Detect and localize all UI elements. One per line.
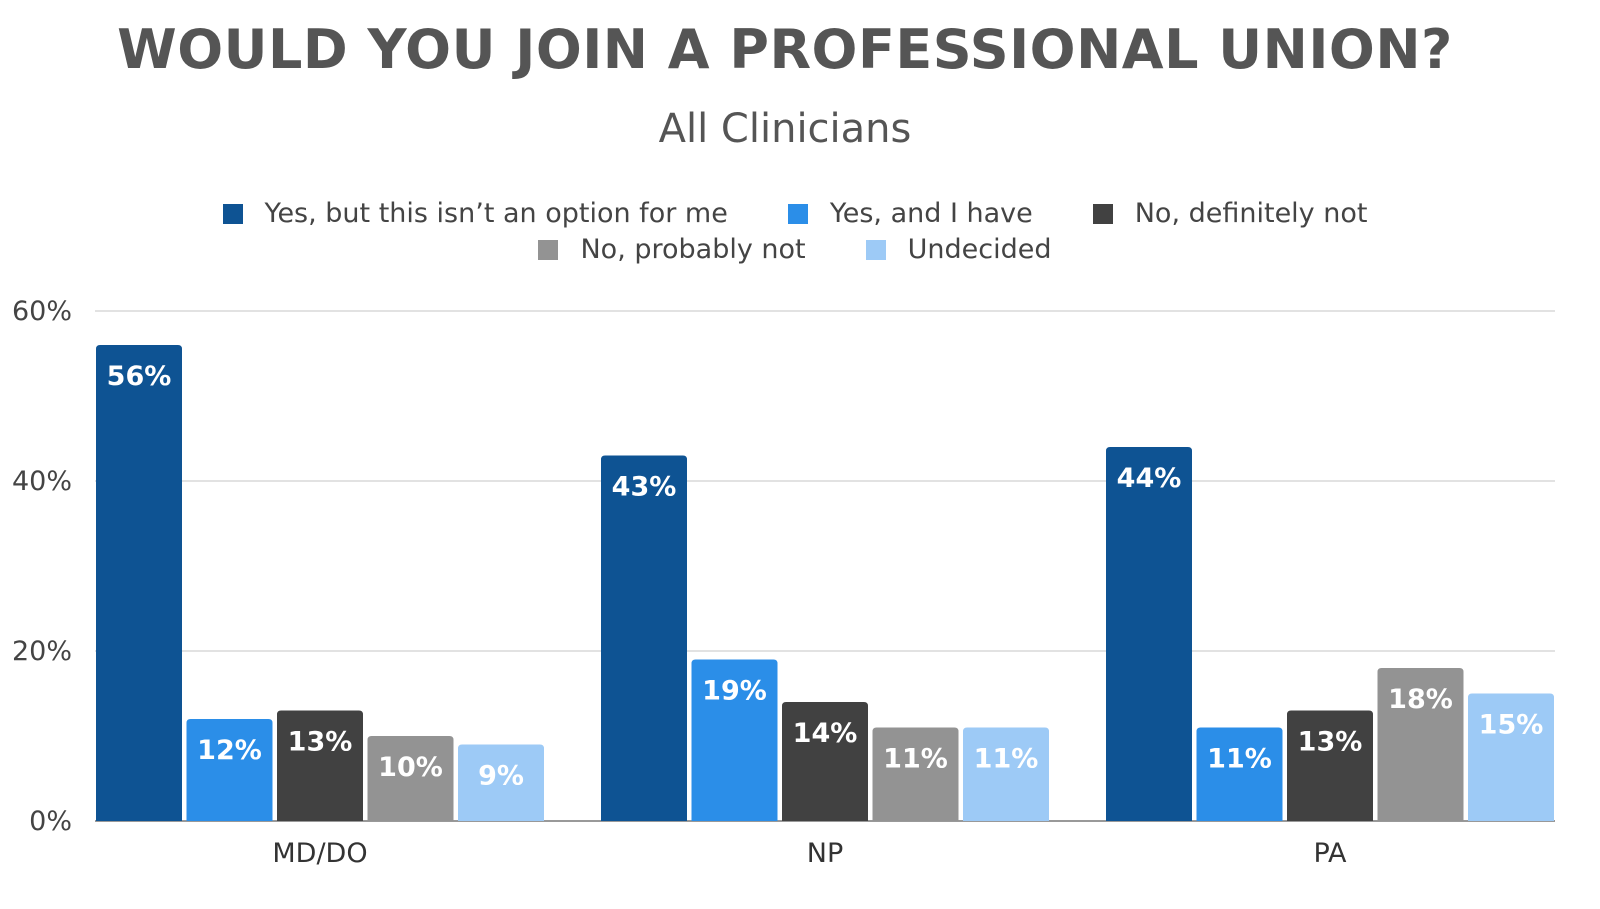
legend-row-1: Yes, but this isn’t an option for me Yes… — [0, 198, 1590, 229]
bar — [1468, 693, 1554, 821]
bar-value-label: 14% — [793, 718, 858, 749]
y-tick-label: 0% — [29, 806, 72, 837]
bar-value-label: 10% — [378, 752, 443, 783]
bar-value-label: 12% — [197, 735, 262, 766]
bar-value-label: 11% — [883, 744, 948, 775]
legend-swatch — [538, 239, 559, 260]
legend-label: Undecided — [907, 234, 1052, 265]
legend-swatch — [865, 239, 886, 260]
bar — [1287, 710, 1373, 821]
bar-value-label: 11% — [1207, 744, 1272, 775]
legend-swatch — [222, 203, 243, 224]
bar — [782, 702, 868, 821]
bar — [458, 744, 544, 821]
bar-value-label: 19% — [702, 676, 767, 707]
legend-label: No, definitely not — [1134, 198, 1368, 229]
bar-value-label: 9% — [478, 761, 524, 792]
y-tick-label: 60% — [12, 296, 72, 327]
bar — [1106, 447, 1192, 821]
bar-value-label: 13% — [288, 727, 353, 758]
chart-title: WOULD YOU JOIN A PROFESSIONAL UNION? — [117, 18, 1453, 81]
chart-subtitle: All Clinicians — [658, 106, 912, 152]
bar — [1196, 727, 1283, 821]
legend-item-undecided: Undecided — [865, 234, 1052, 265]
bar-value-label: 56% — [107, 361, 172, 392]
legend-swatch — [787, 203, 808, 224]
legend-item-no-definitely: No, definitely not — [1092, 198, 1368, 229]
bar — [963, 727, 1049, 821]
bar-value-label: 44% — [1117, 463, 1182, 494]
bar — [872, 727, 959, 821]
x-category-label: PA — [1313, 838, 1347, 869]
legend-row-2: No, probably not Undecided — [0, 234, 1590, 265]
legend-item-yes-not-option: Yes, but this isn’t an option for me — [222, 198, 728, 229]
legend-item-no-probably: No, probably not — [538, 234, 806, 265]
bar — [691, 659, 778, 821]
bar-value-label: 18% — [1388, 684, 1453, 715]
y-tick-label: 40% — [12, 466, 72, 497]
legend-label: Yes, but this isn’t an option for me — [264, 198, 728, 229]
bar — [367, 736, 454, 821]
bar — [277, 710, 363, 821]
bar — [96, 345, 182, 821]
bar — [186, 719, 273, 821]
x-category-label: MD/DO — [272, 838, 367, 869]
bar — [601, 455, 687, 821]
bar-value-label: 13% — [1298, 727, 1363, 758]
bar — [1377, 668, 1464, 821]
legend-item-yes-have: Yes, and I have — [787, 198, 1033, 229]
bar-value-label: 43% — [612, 472, 677, 503]
legend-label: Yes, and I have — [829, 198, 1033, 229]
legend-label: No, probably not — [580, 234, 806, 265]
bar-value-label: 15% — [1479, 710, 1544, 741]
x-category-label: NP — [807, 838, 843, 869]
bar-value-label: 11% — [974, 744, 1039, 775]
legend-swatch — [1092, 203, 1113, 224]
y-tick-label: 20% — [12, 636, 72, 667]
